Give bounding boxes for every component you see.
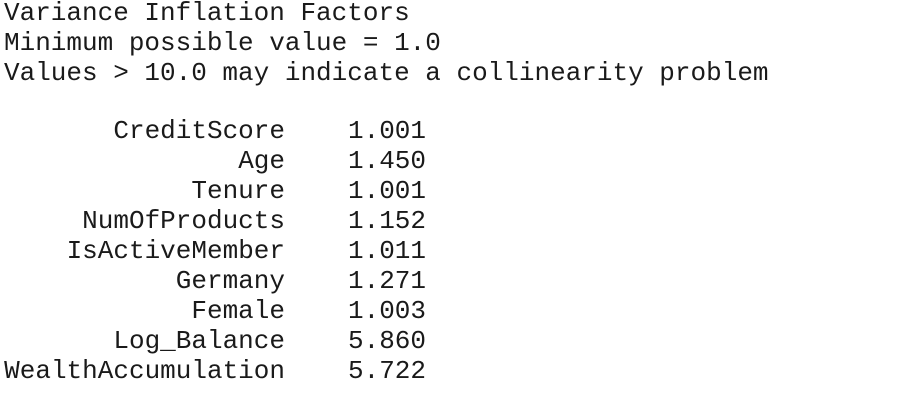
variable-name: CreditScore xyxy=(113,116,285,146)
variable-name: Log_Balance xyxy=(113,326,285,356)
vif-value: 1.011 xyxy=(348,236,427,266)
variable-name: NumOfProducts xyxy=(82,206,285,236)
vif-value: 5.722 xyxy=(348,356,427,386)
vif-value: 1.001 xyxy=(348,176,427,206)
variable-name: IsActiveMember xyxy=(66,236,285,266)
vif-value: 5.860 xyxy=(348,326,427,356)
note: Values > 10.0 may indicate a collinearit… xyxy=(4,58,769,88)
variable-name: Tenure xyxy=(191,176,285,206)
vif-value: 1.003 xyxy=(348,296,427,326)
variable-name: Female xyxy=(191,296,285,326)
vif-value: 1.450 xyxy=(348,146,427,176)
vif-value: 1.271 xyxy=(348,266,427,296)
vif-value: 1.001 xyxy=(348,116,427,146)
note: Minimum possible value = 1.0 xyxy=(4,28,441,58)
variable-name: Age xyxy=(238,146,285,176)
variable-name: Germany xyxy=(175,266,285,296)
variable-name: WealthAccumulation xyxy=(4,356,285,386)
vif-value: 1.152 xyxy=(348,206,427,236)
heading: Variance Inflation Factors xyxy=(4,0,410,28)
